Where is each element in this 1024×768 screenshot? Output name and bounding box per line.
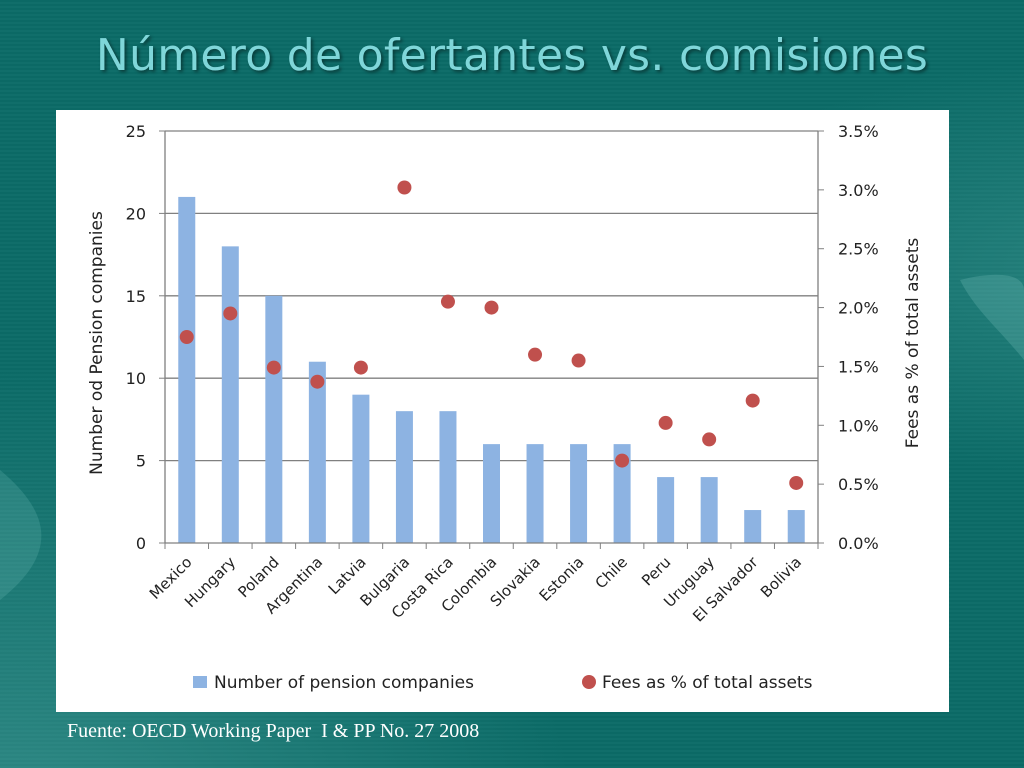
x-tick-label: Chile xyxy=(592,553,631,592)
y-tick-label-right: 3.5% xyxy=(838,122,879,141)
legend: Number of pension companies Fees as % of … xyxy=(193,673,813,693)
bar-estonia xyxy=(570,444,588,543)
y-tick-label-left: 25 xyxy=(126,122,146,141)
y-tick-label-right: 1.5% xyxy=(838,357,879,376)
bar-costa-rica xyxy=(439,411,457,543)
bar-peru xyxy=(657,477,675,543)
y-tick-label-right: 1.0% xyxy=(838,416,879,435)
source-note: Fuente: OECD Working Paper I & PP No. 27… xyxy=(67,720,480,742)
fee-point-hungary xyxy=(223,306,238,321)
y-tick-label-right: 2.0% xyxy=(838,299,879,318)
y-axis-title-right: Fees as % of total assets xyxy=(903,238,923,449)
bar-slovakia xyxy=(526,444,544,543)
fee-point-estonia xyxy=(571,353,586,368)
bar-chile xyxy=(613,444,631,543)
fee-point-colombia xyxy=(484,300,499,315)
fee-point-argentina xyxy=(310,374,325,389)
bar-uruguay xyxy=(700,477,718,543)
slide-title: Número de ofertantes vs. comisiones xyxy=(95,30,929,81)
bar-poland xyxy=(265,295,283,543)
bar-bolivia xyxy=(787,510,805,543)
y-tick-label-right: 3.0% xyxy=(838,181,879,200)
chart: 0 5 10 15 20 25 0.0% 0.5% 1.0% 1.5% 2.0% 2.5% 3.0% 3.… xyxy=(87,122,923,693)
legend-dot-swatch xyxy=(582,675,596,689)
bar-hungary xyxy=(221,246,239,544)
fee-point-uruguay xyxy=(702,432,717,447)
y-tick-label-left: 15 xyxy=(126,287,146,306)
legend-bar-swatch xyxy=(193,676,207,688)
bar-latvia xyxy=(352,394,370,543)
bars xyxy=(178,196,805,544)
y-tick-label-right: 0.5% xyxy=(838,475,879,494)
legend-dot-label: Fees as % of total assets xyxy=(602,673,813,693)
y-tick-label-left: 10 xyxy=(126,369,146,388)
bar-bulgaria xyxy=(395,411,413,543)
y-tick-label-left: 0 xyxy=(136,534,146,553)
x-tick-label: Bolivia xyxy=(757,553,805,601)
fee-point-poland xyxy=(266,360,281,375)
x-tick-label: Peru xyxy=(638,553,674,589)
y-axis-title-left: Number od Pension companies xyxy=(87,211,107,475)
legend-bar-label: Number of pension companies xyxy=(214,673,474,693)
fee-point-chile xyxy=(615,453,630,468)
fee-point-mexico xyxy=(179,330,194,344)
gridlines xyxy=(165,130,818,462)
x-tick-label: Estonia xyxy=(536,553,588,605)
fee-point-latvia xyxy=(353,360,368,375)
fee-point-slovakia xyxy=(528,347,543,362)
fee-point-peru xyxy=(658,415,673,430)
fee-point-bulgaria xyxy=(397,180,412,195)
bar-colombia xyxy=(483,444,500,543)
chart-panel: 0 5 10 15 20 25 0.0% 0.5% 1.0% 1.5% 2.0% 2.5% 3.0% 3.… xyxy=(56,110,949,712)
axes xyxy=(159,130,824,549)
fee-point-bolivia xyxy=(789,475,804,490)
fee-point-el-salvador xyxy=(745,393,760,408)
bar-argentina xyxy=(308,361,326,543)
bar-mexico xyxy=(178,196,196,544)
tick-labels: 0 5 10 15 20 25 0.0% 0.5% 1.0% 1.5% 2.0% 2.5% 3.0% 3.… xyxy=(87,122,923,625)
y-tick-label-left: 20 xyxy=(126,204,146,223)
y-tick-label-left: 5 xyxy=(136,452,146,471)
fee-points xyxy=(179,180,804,490)
y-tick-label-right: 2.5% xyxy=(838,240,879,259)
bar-el-salvador xyxy=(744,510,762,543)
y-tick-label-right: 0.0% xyxy=(838,534,879,553)
fee-point-costa-rica xyxy=(440,294,455,309)
